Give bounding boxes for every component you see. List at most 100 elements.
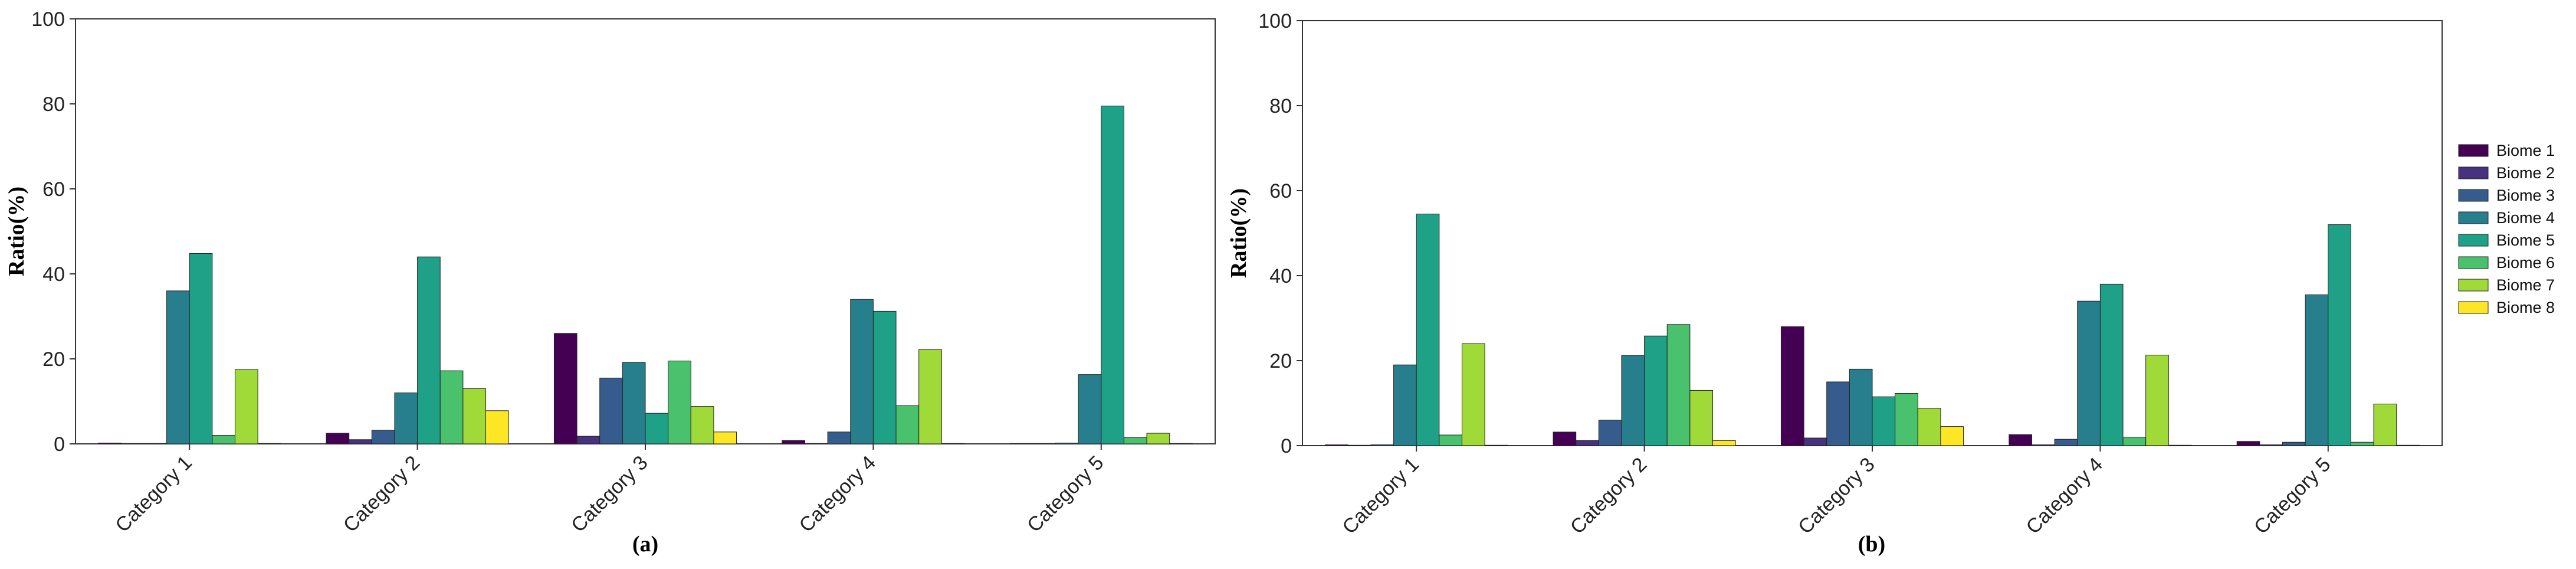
x-tick-label: Category 5 [2250, 453, 2335, 538]
chart-panel-b: 0 20 40 60 80 100 Ratio(%) Category 1 Category 2… [1226, 10, 2443, 557]
legend-swatch [2458, 189, 2489, 202]
y-tick-label: 60 [42, 178, 65, 201]
legend-swatch [2458, 256, 2489, 269]
bar [1439, 434, 1462, 446]
bar [1032, 443, 1056, 444]
x-tick-label: Category 4 [795, 452, 880, 537]
bar [1712, 440, 1736, 446]
bar [2031, 444, 2055, 446]
bar [349, 439, 372, 444]
bar [2145, 355, 2169, 446]
bar [120, 443, 145, 444]
bar [2396, 444, 2420, 446]
bar [2282, 442, 2306, 446]
bar [1849, 368, 1873, 446]
bar [1484, 444, 1508, 446]
y-tick-label: 40 [42, 263, 65, 286]
bar [1780, 326, 1804, 446]
bar [1325, 444, 1348, 446]
bar [1689, 390, 1714, 446]
legend-swatch [2458, 234, 2489, 247]
bar [941, 443, 965, 444]
x-tick-label: Category 2 [339, 452, 424, 537]
bar [1621, 355, 1645, 446]
legend-label: Biome 8 [2496, 299, 2555, 316]
y-tick-label: 80 [42, 93, 65, 116]
bar [371, 430, 395, 444]
bar [2054, 439, 2078, 446]
y-tick-label: 60 [1269, 180, 1292, 202]
bar [599, 377, 623, 444]
bar [576, 436, 600, 444]
y-tick-label: 40 [1269, 265, 1292, 287]
bar [1123, 437, 1147, 444]
y-tick-label: 100 [31, 8, 65, 31]
y-tick-label: 0 [1281, 435, 1292, 457]
panel-caption: (b) [1858, 532, 1885, 557]
bar [417, 256, 441, 444]
legend-label: Biome 5 [2496, 231, 2555, 249]
bar [439, 370, 464, 444]
bar [622, 362, 646, 444]
bar [143, 443, 168, 444]
bar [2259, 444, 2283, 446]
legend-swatch [2458, 301, 2489, 314]
bar [2122, 437, 2147, 446]
bar [1461, 343, 1485, 446]
bar [2305, 294, 2329, 446]
x-tick-label: Category 3 [567, 452, 652, 537]
bar [1826, 381, 1850, 446]
legend-label: Biome 6 [2496, 254, 2555, 272]
bar [1644, 335, 1668, 446]
bar [2373, 403, 2397, 446]
bar [713, 431, 737, 444]
bar [1347, 444, 1371, 446]
bar [2009, 434, 2032, 446]
bar [872, 310, 897, 444]
x-tick-label: Category 3 [1794, 453, 1879, 538]
chart-panel-a: 0 20 40 60 80 100 Ratio(%) Category 1 Category 2… [4, 8, 1216, 557]
legend-label: Biome 2 [2496, 164, 2555, 182]
legend-swatch [2458, 211, 2489, 224]
bar [850, 299, 874, 444]
x-tick-label: Category 4 [2022, 453, 2107, 538]
bar [553, 333, 577, 444]
y-tick-label: 0 [54, 433, 65, 456]
bar [1009, 443, 1033, 444]
bar [804, 443, 828, 444]
bar [166, 290, 190, 444]
bar [782, 440, 805, 444]
y-tick-label: 20 [42, 348, 65, 371]
panel-caption: (a) [632, 532, 658, 557]
bar [234, 369, 258, 444]
bar [1553, 431, 1577, 446]
bar [668, 361, 691, 444]
bar [2328, 224, 2351, 446]
y-axis-label: Ratio(%) [1226, 188, 1251, 278]
bar [1666, 324, 1691, 446]
bar [1370, 444, 1394, 446]
legend-label: Biome 1 [2496, 142, 2555, 159]
bar [257, 443, 281, 444]
bar [2350, 442, 2374, 446]
bar [2099, 283, 2124, 446]
y-tick-label: 80 [1269, 95, 1292, 117]
bar [1101, 106, 1124, 444]
x-tick-label: Category 5 [1023, 452, 1108, 537]
y-tick-label: 100 [1258, 10, 1292, 32]
bar [645, 413, 669, 444]
bar [2168, 444, 2192, 446]
bar [189, 253, 213, 444]
bar [1078, 374, 1102, 444]
x-tick-label: Category 2 [1566, 453, 1651, 538]
legend-label: Biome 7 [2496, 276, 2555, 294]
bar [1598, 420, 1622, 446]
bar [2077, 300, 2101, 446]
bar [918, 349, 942, 444]
bar [1055, 443, 1079, 444]
bar [1872, 396, 1896, 446]
bar [895, 405, 920, 444]
bar [827, 431, 851, 444]
bar [212, 435, 235, 444]
